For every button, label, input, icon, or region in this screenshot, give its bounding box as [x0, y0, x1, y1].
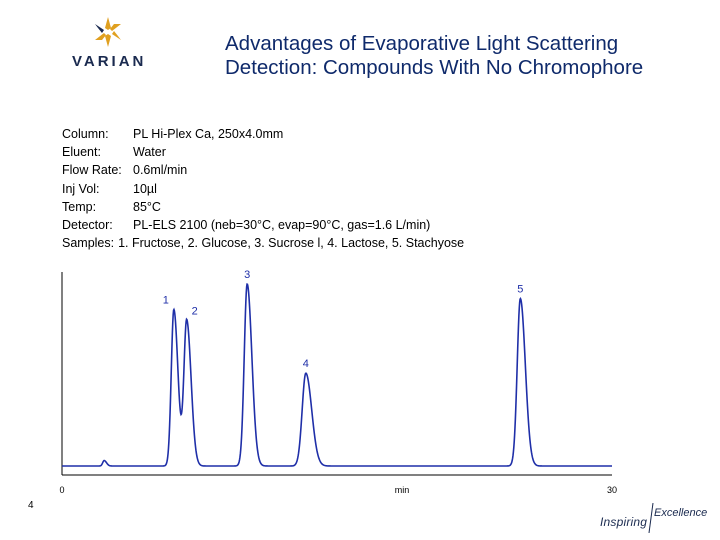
condition-label: Temp: [62, 199, 97, 214]
condition-label: Samples: [62, 236, 115, 251]
inspiring-excellence-tagline: Inspiring Excellence [596, 503, 716, 535]
slide-title-line-1: Advantages of Evaporative Light Scatteri… [225, 32, 619, 55]
condition-temp: Temp: 85°C [62, 198, 464, 216]
peak-label-1: 1 [163, 294, 169, 306]
condition-label: Column: [62, 127, 109, 141]
condition-value: PL Hi-Plex Ca, 250x4.0mm [133, 127, 284, 141]
x-axis-label: min [395, 485, 410, 495]
condition-samples: Samples: 1. Fructose, 2. Glucose, 3. Suc… [62, 234, 464, 252]
condition-detector: Detector: PL-ELS 2100 (neb=30°C, evap=90… [62, 216, 464, 234]
peak-label-5: 5 [517, 284, 523, 296]
method-conditions: Column: PL Hi-Plex Ca, 250x4.0mm Eluent:… [62, 125, 464, 252]
x-tick-label: 0 [59, 485, 64, 495]
condition-inj-vol: Inj Vol: 10µl [62, 180, 464, 198]
peak-label-2: 2 [192, 305, 198, 317]
condition-label: Inj Vol: [62, 181, 100, 196]
varian-star-icon [95, 17, 121, 47]
condition-value: 1. Fructose, 2. Glucose, 3. Sucrose l, 4… [118, 236, 465, 251]
peak-label-4: 4 [303, 358, 309, 370]
x-tick-labels: 0 30 [59, 485, 617, 495]
condition-value: 0.6ml/min [133, 163, 188, 178]
slide-title: Advantages of Evaporative Light Scatteri… [225, 32, 643, 80]
condition-value: Water [133, 145, 166, 160]
chart-axes [61, 272, 612, 476]
peak-label-3: 3 [244, 269, 250, 281]
tagline-inspiring: Inspiring [600, 515, 648, 529]
condition-label: Eluent: [62, 145, 101, 160]
condition-value: PL-ELS 2100 (neb=30°C, evap=90°C, gas=1.… [133, 218, 431, 233]
condition-column: Column: PL Hi-Plex Ca, 250x4.0mm [62, 125, 464, 143]
slide-title-line-2: Detection: Compounds With No Chromophore [225, 56, 644, 79]
slide-header: VARIAN Advantages of Evaporative Light S… [0, 0, 720, 84]
x-tick-label: 30 [607, 485, 617, 495]
condition-label: Detector: [62, 218, 113, 233]
tagline-slash-icon [648, 503, 654, 533]
condition-eluent: Eluent: Water [62, 143, 464, 161]
condition-flow-rate: Flow Rate: 0.6ml/min [62, 161, 464, 179]
condition-value: 10µl [133, 181, 157, 196]
chromatogram-trace [62, 283, 612, 467]
condition-label: Flow Rate: [62, 163, 122, 178]
varian-logo [70, 12, 150, 80]
condition-value: 85°C [133, 199, 161, 214]
chromatogram-chart: 1 2 3 4 5 0 30 min [59, 269, 617, 495]
peak-labels: 1 2 3 4 5 [163, 269, 524, 370]
page-number: 4 [28, 500, 34, 511]
varian-logo-text: VARIAN [72, 53, 147, 70]
tagline-excellence: Excellence [654, 507, 708, 519]
